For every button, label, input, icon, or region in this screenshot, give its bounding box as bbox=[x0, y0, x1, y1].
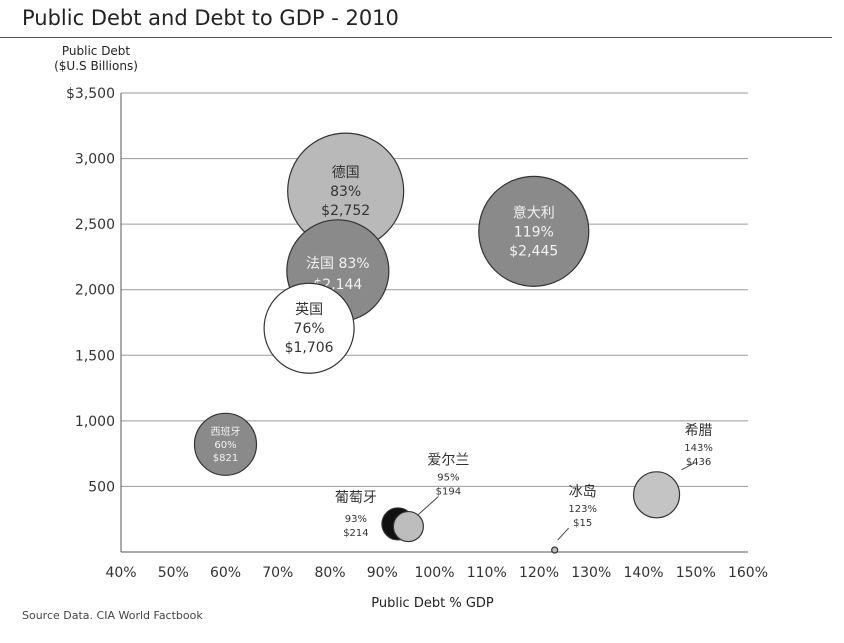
bubble-pct-ireland: 95% bbox=[437, 473, 459, 484]
y-tick-label: 3,000 bbox=[75, 152, 115, 168]
leader-line-ireland bbox=[418, 496, 439, 515]
bubble-spain bbox=[193, 412, 258, 476]
bubble-pct-portugal: 93% bbox=[345, 514, 367, 525]
x-axis-label: Public Debt % GDP bbox=[371, 596, 494, 611]
chart-title: Public Debt and Debt to GDP - 2010 bbox=[22, 6, 399, 30]
bubble-name-portugal: 葡萄牙 bbox=[335, 490, 377, 506]
bubble-ireland bbox=[392, 510, 424, 543]
y-axis-label: Public Debt ($U.S Billions) bbox=[40, 44, 152, 74]
y-tick-label: 1,000 bbox=[75, 414, 115, 430]
x-tick-label: 150% bbox=[676, 565, 716, 581]
bubble-pct-greece: 143% bbox=[684, 443, 713, 454]
y-tick-label: $3,500 bbox=[66, 86, 115, 102]
bubble-name-iceland: 冰岛 bbox=[569, 484, 597, 500]
x-tick-label: 140% bbox=[623, 565, 663, 581]
bubble-iceland bbox=[551, 546, 559, 554]
x-tick-label: 110% bbox=[467, 565, 507, 581]
bubble-value-ireland: $194 bbox=[436, 487, 461, 498]
y-tick-label: 1,500 bbox=[75, 348, 115, 364]
title-divider bbox=[0, 37, 832, 38]
y-axis-label-line1: Public Debt bbox=[61, 44, 131, 58]
bubble-name-uk: 英国 bbox=[295, 301, 323, 318]
bubble-pct-germany: 83% bbox=[330, 184, 361, 200]
leader-line-iceland bbox=[557, 527, 570, 541]
y-tick-label: 500 bbox=[88, 479, 115, 495]
bubble-pct-spain: 60% bbox=[214, 440, 236, 451]
bubble-uk bbox=[263, 282, 355, 374]
bubble-value-iceland: $15 bbox=[573, 518, 592, 529]
bubble-name-france: 法国 83% bbox=[306, 256, 370, 272]
x-tick-label: 120% bbox=[519, 565, 559, 581]
bubble-value-spain: $821 bbox=[213, 453, 238, 464]
bubble-pct-uk: 76% bbox=[294, 321, 325, 337]
x-tick-label: 70% bbox=[262, 565, 293, 581]
bubble-name-spain: 西班牙 bbox=[211, 426, 241, 438]
bubble-value-portugal: $214 bbox=[343, 528, 368, 539]
bubble-name-ireland: 爱尔兰 bbox=[427, 453, 469, 469]
x-tick-label: 90% bbox=[367, 565, 398, 581]
y-axis-label-line2: ($U.S Billions) bbox=[54, 59, 138, 73]
x-tick-label: 50% bbox=[158, 565, 189, 581]
bubble-italy bbox=[478, 175, 590, 287]
bubble-name-germany: 德国 bbox=[332, 165, 360, 181]
x-tick-label: 160% bbox=[728, 565, 768, 581]
bubble-value-germany: $2,752 bbox=[321, 203, 370, 219]
x-tick-label: 60% bbox=[210, 565, 241, 581]
x-tick-label: 80% bbox=[314, 565, 345, 581]
bubble-pct-italy: 119% bbox=[514, 224, 554, 240]
x-tick-label: 40% bbox=[105, 565, 136, 581]
x-tick-label: 100% bbox=[414, 565, 454, 581]
bubble-name-greece: 希腊 bbox=[685, 423, 713, 439]
bubble-value-italy: $2,445 bbox=[509, 243, 558, 259]
x-tick-label: 130% bbox=[571, 565, 611, 581]
bubble-value-greece: $436 bbox=[686, 457, 711, 468]
y-tick-label: 2,000 bbox=[75, 283, 115, 299]
y-tick-label: 2,500 bbox=[75, 217, 115, 233]
bubble-pct-iceland: 123% bbox=[568, 504, 597, 515]
source-note: Source Data. CIA World Factbook bbox=[22, 609, 203, 622]
bubble-greece bbox=[632, 471, 681, 519]
bubble-value-uk: $1,706 bbox=[285, 340, 334, 356]
bubble-name-italy: 意大利 bbox=[513, 204, 555, 221]
leader-line-greece bbox=[681, 462, 695, 471]
